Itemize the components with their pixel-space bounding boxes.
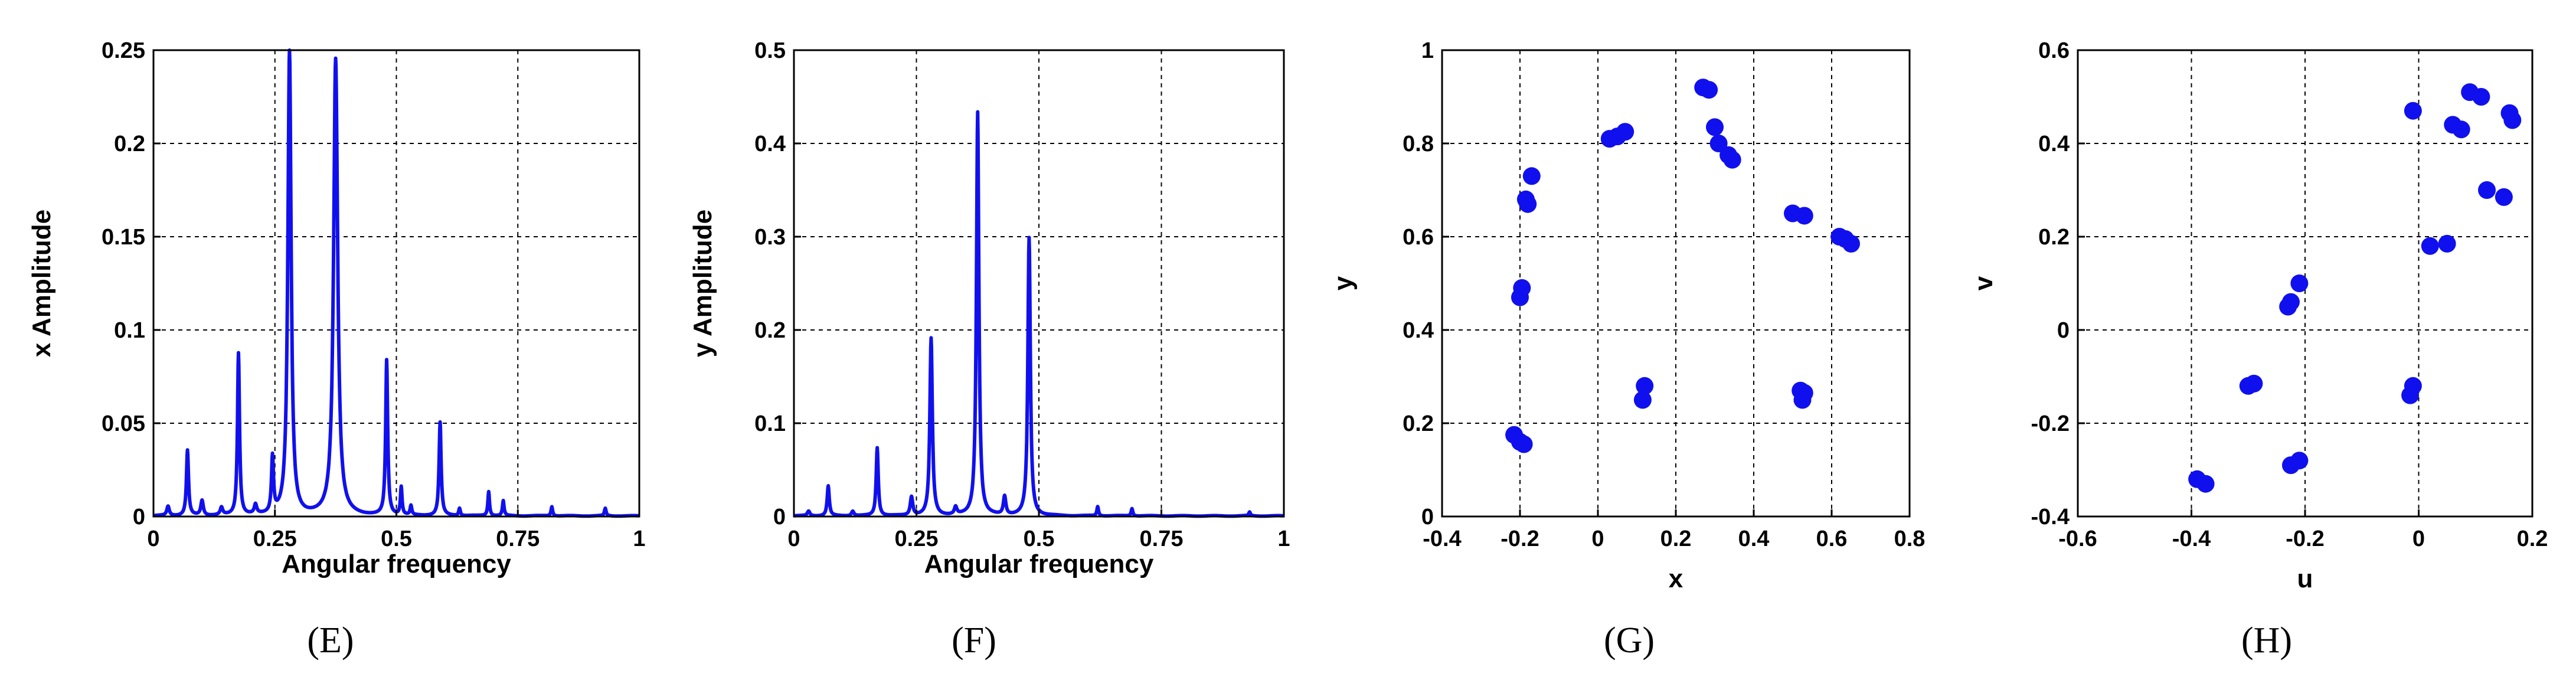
data-point — [2503, 111, 2522, 129]
data-point — [1522, 167, 1541, 185]
data-point — [2290, 452, 2309, 470]
data-point — [1842, 234, 1860, 253]
panel-label: (H) — [2241, 620, 2292, 661]
data-point — [1633, 391, 1652, 409]
y-tick-label: 0.5 — [754, 38, 786, 63]
x-tick-label: 0.8 — [1894, 527, 1926, 551]
y-tick-label: 0.25 — [102, 38, 145, 63]
x-tick-label: 0.2 — [2517, 527, 2548, 551]
y-axis-label: y Amplitude — [688, 210, 717, 357]
y-tick-label: 0 — [133, 505, 145, 529]
x-tick-label: 0.2 — [1660, 527, 1692, 551]
x-tick-label: -0.4 — [2172, 527, 2211, 551]
y-tick-label: 0.15 — [102, 225, 145, 250]
x-tick-label: 0.6 — [1816, 527, 1848, 551]
x-tick-label: 0 — [1591, 527, 1604, 551]
y-tick-label: 0.2 — [2038, 225, 2070, 250]
data-point — [2401, 386, 2420, 404]
x-tick-label: 0 — [787, 527, 800, 551]
x-axis-label: Angular frequency — [924, 550, 1154, 578]
panel-h: -0.6 -0.4 -0.2 0 0.2-0.4-0.200.20.40.6uv(H) — [1969, 38, 2548, 661]
data-point — [2279, 298, 2297, 316]
x-axis-label: Angular frequency — [282, 550, 511, 578]
y-tick-label: 0.6 — [1403, 225, 1434, 250]
data-point — [2290, 274, 2309, 292]
y-tick-label: 0.6 — [2038, 38, 2070, 63]
y-tick-label: 0.4 — [1403, 318, 1434, 343]
y-tick-label: 0.2 — [114, 132, 145, 156]
data-point — [1700, 81, 1718, 99]
x-tick-label: 0.25 — [253, 527, 297, 551]
x-tick-label: 0.75 — [1140, 527, 1184, 551]
x-tick-label: -0.6 — [2058, 527, 2097, 551]
data-point — [1723, 151, 1741, 169]
y-tick-label: 0.1 — [114, 318, 145, 343]
x-tick-label: 0.75 — [496, 527, 540, 551]
x-tick-label: 0.5 — [381, 527, 412, 551]
y-tick-label: 1 — [1421, 38, 1434, 63]
y-axis-label: x Amplitude — [27, 210, 56, 357]
panel-label: (E) — [307, 620, 354, 661]
panel-g: -0.4 -0.2 0 0.2 0.4 0.6 0.8 0 0.2 0.4 0.6 0.8 1 x y (G) — [1329, 38, 1925, 661]
data-point — [2495, 188, 2513, 206]
x-tick-label: -0.2 — [2286, 527, 2324, 551]
data-point — [1511, 288, 1529, 306]
panel-label: (G) — [1604, 620, 1655, 661]
panel-e: 0 0.25 0.5 0.75 100.050.10.150.20.25Angular … — [27, 38, 646, 661]
panel-label: (F) — [952, 620, 996, 661]
x-tick-label: 0.4 — [1738, 527, 1770, 551]
data-point — [2245, 374, 2263, 393]
data-point — [1795, 384, 1813, 402]
data-point — [1795, 207, 1813, 225]
data-point — [1516, 190, 1535, 208]
x-axis-label: u — [2297, 564, 2313, 593]
x-tick-label: 0 — [147, 527, 159, 551]
y-tick-label: 0 — [2057, 318, 2070, 343]
x-tick-label: -0.2 — [1501, 527, 1539, 551]
y-tick-label: 0.2 — [754, 318, 786, 343]
data-point — [2421, 237, 2439, 255]
data-point — [2438, 234, 2456, 253]
y-tick-label: 0 — [773, 505, 786, 529]
y-axis-label: v — [1969, 276, 1998, 290]
y-tick-label: 0.05 — [102, 411, 145, 436]
x-tick-label: 0.5 — [1024, 527, 1055, 551]
y-tick-label: -0.4 — [2031, 505, 2070, 529]
x-tick-label: 1 — [633, 527, 645, 551]
x-tick-label: -0.4 — [1423, 527, 1461, 551]
y-tick-label: 0.1 — [754, 411, 786, 436]
y-tick-label: -0.2 — [2031, 411, 2070, 436]
y-tick-label: 0.4 — [754, 132, 786, 156]
data-point — [2478, 181, 2496, 199]
x-tick-label: 1 — [1277, 527, 1290, 551]
x-axis-label: x — [1669, 564, 1683, 593]
y-tick-label: 0 — [1421, 505, 1434, 529]
data-point — [2472, 88, 2490, 106]
data-point — [1616, 123, 1634, 141]
data-point — [2196, 475, 2215, 493]
data-point — [1636, 377, 1654, 395]
y-tick-label: 0.8 — [1403, 132, 1434, 156]
x-tick-label: 0 — [2412, 527, 2425, 551]
data-point — [1706, 118, 1724, 136]
data-point — [1709, 135, 1728, 152]
y-tick-label: 0.4 — [2038, 132, 2070, 156]
y-axis-label: y — [1329, 276, 1358, 290]
data-point — [1515, 435, 1533, 453]
y-tick-label: 0.2 — [1403, 411, 1434, 436]
data-point — [2404, 102, 2422, 120]
data-point — [2452, 120, 2470, 139]
y-tick-label: 0.3 — [754, 225, 786, 250]
x-tick-label: 0.25 — [895, 527, 939, 551]
